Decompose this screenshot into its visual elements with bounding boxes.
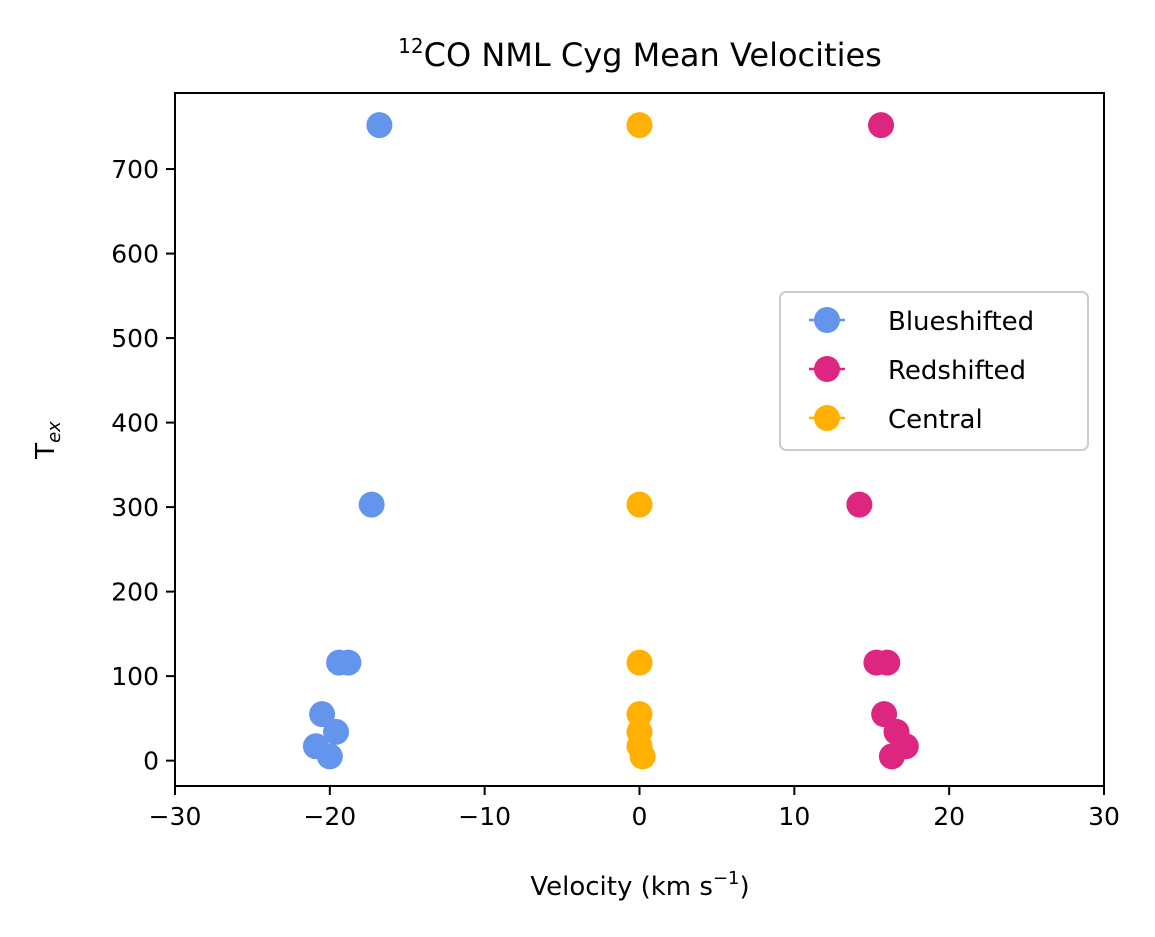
data-point	[326, 649, 353, 676]
x-tick-label: −30	[149, 802, 202, 831]
legend-label-blueshifted: Blueshifted	[888, 307, 1034, 337]
data-point	[863, 649, 890, 676]
data-point	[358, 491, 385, 518]
data-point	[629, 743, 656, 770]
x-tick-label: 20	[933, 802, 965, 831]
data-point	[846, 491, 873, 518]
chart-title: 12CO NML Cyg Mean Velocities	[398, 34, 882, 74]
plot-frame	[174, 92, 1105, 787]
legend-marker	[814, 405, 840, 431]
data-point	[626, 491, 653, 518]
y-tick-label: 400	[111, 409, 159, 438]
x-axis-label-end: )	[740, 872, 750, 902]
legend-item-blueshifted: Blueshifted	[809, 307, 1034, 337]
chart-title-main: CO NML Cyg Mean Velocities	[424, 36, 882, 74]
data-point	[626, 112, 653, 139]
y-axis-label-subscript: ex	[44, 421, 65, 443]
x-axis-label: Velocity (km s−1)	[530, 868, 749, 902]
legend: Blueshifted Redshifted Central	[779, 291, 1089, 451]
legend-marker	[814, 307, 840, 333]
x-tick-label: 0	[632, 802, 648, 831]
legend-item-central: Central	[809, 405, 983, 435]
legend-label-central: Central	[888, 405, 983, 435]
legend-label-redshifted: Redshifted	[888, 356, 1026, 386]
y-tick-label: 100	[111, 662, 159, 691]
x-tick-label: −10	[458, 802, 511, 831]
data-point	[316, 743, 343, 770]
chart-title-superscript: 12	[398, 34, 423, 58]
data-point	[309, 701, 336, 728]
series-blueshifted	[302, 112, 393, 770]
y-tick-label: 200	[111, 578, 159, 607]
y-tick-label: 600	[111, 240, 159, 269]
y-tick-label: 0	[143, 747, 159, 776]
series-central	[626, 112, 656, 770]
y-tick-label: 300	[111, 493, 159, 522]
y-axis-label: Tex	[31, 421, 65, 460]
data-point	[868, 112, 895, 139]
x-tick-label: 30	[1088, 802, 1120, 831]
x-axis-label-main: Velocity (km s	[530, 872, 713, 902]
y-axis-label-main: T	[31, 443, 61, 460]
data-point	[323, 718, 350, 745]
data-point	[626, 649, 653, 676]
x-tick-label: 10	[778, 802, 810, 831]
legend-marker	[814, 356, 840, 382]
data-points	[302, 112, 919, 770]
y-tick-label: 500	[111, 324, 159, 353]
legend-item-redshifted: Redshifted	[809, 356, 1026, 386]
data-point	[366, 112, 393, 139]
x-tick-label: −20	[303, 802, 356, 831]
y-tick-label: 700	[111, 155, 159, 184]
series-redshifted	[846, 112, 919, 770]
legend-box	[779, 291, 1089, 451]
x-axis-label-superscript: −1	[713, 868, 740, 889]
data-point	[878, 743, 905, 770]
